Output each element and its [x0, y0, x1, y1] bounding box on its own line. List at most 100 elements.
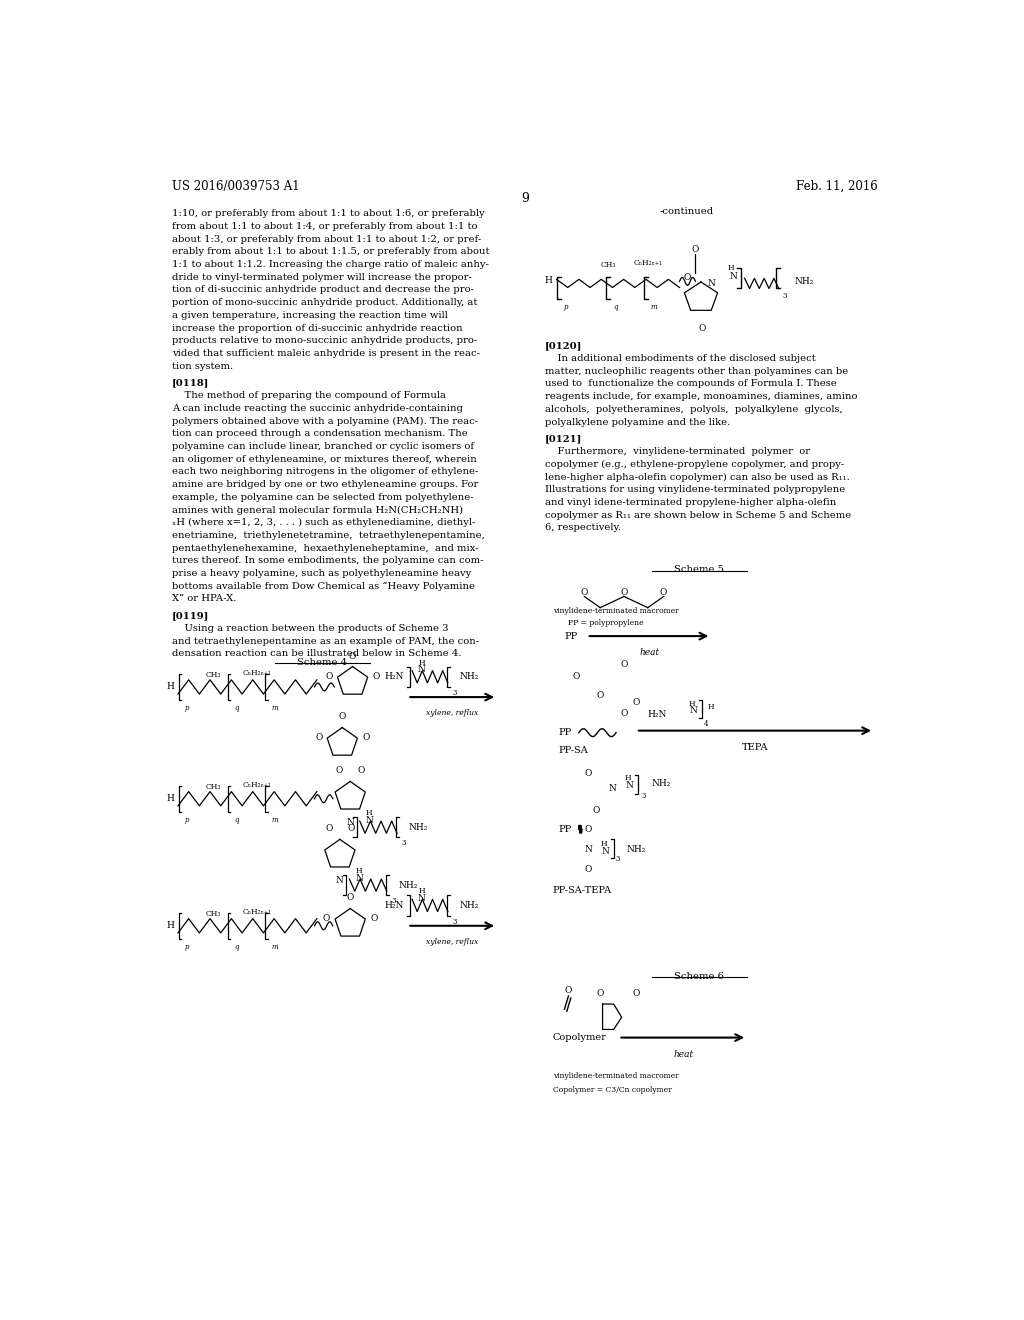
Text: xylene, reflux: xylene, reflux — [426, 709, 478, 717]
Text: CH₃: CH₃ — [206, 671, 221, 678]
Text: O: O — [632, 990, 640, 998]
Text: O: O — [621, 587, 628, 597]
Text: H₂N: H₂N — [385, 672, 404, 681]
Text: PP = polypropylene: PP = polypropylene — [568, 619, 644, 627]
Text: CₙH₂ₙ₊₁: CₙH₂ₙ₊₁ — [243, 908, 271, 916]
Text: reagents include, for example, monoamines, diamines, amino: reagents include, for example, monoamine… — [545, 392, 857, 401]
Text: H: H — [625, 775, 631, 783]
Text: PP-SA: PP-SA — [558, 747, 588, 755]
Text: dride to vinyl-terminated polymer will increase the propor-: dride to vinyl-terminated polymer will i… — [172, 273, 471, 281]
Text: 3: 3 — [783, 292, 787, 300]
Text: 1:1 to about 1:1.2. Increasing the charge ratio of maleic anhy-: 1:1 to about 1:1.2. Increasing the charg… — [172, 260, 488, 269]
Text: CH₃: CH₃ — [600, 261, 615, 269]
Text: pentaethylenehexamine,  hexaethyleneheptamine,  and mix-: pentaethylenehexamine, hexaethylenehepta… — [172, 544, 478, 553]
Text: 3: 3 — [615, 854, 620, 863]
Text: erably from about 1:1 to about 1:1.5, or preferably from about: erably from about 1:1 to about 1:1.5, or… — [172, 247, 489, 256]
Text: O: O — [325, 824, 333, 833]
Text: Feb. 11, 2016: Feb. 11, 2016 — [797, 180, 878, 193]
Text: O: O — [315, 733, 323, 742]
Text: US 2016/0039753 A1: US 2016/0039753 A1 — [172, 180, 299, 193]
Text: [0118]: [0118] — [172, 379, 209, 388]
Text: 9: 9 — [521, 191, 528, 205]
Text: p: p — [185, 704, 189, 713]
Text: polymers obtained above with a polyamine (PAM). The reac-: polymers obtained above with a polyamine… — [172, 417, 478, 425]
Text: heat: heat — [674, 1049, 693, 1059]
Text: CₙH₂ₙ₊₁: CₙH₂ₙ₊₁ — [633, 259, 663, 267]
Text: polyalkylene polyamine and the like.: polyalkylene polyamine and the like. — [545, 417, 730, 426]
Text: O: O — [593, 807, 600, 816]
Text: H: H — [728, 264, 734, 272]
Text: In additional embodiments of the disclosed subject: In additional embodiments of the disclos… — [545, 354, 815, 363]
Text: O: O — [683, 273, 690, 281]
Text: H: H — [708, 704, 715, 711]
Text: O: O — [632, 698, 640, 706]
Text: NH₂: NH₂ — [652, 779, 671, 788]
Text: PP: PP — [558, 729, 571, 737]
Text: tion system.: tion system. — [172, 362, 232, 371]
Text: O: O — [565, 986, 572, 995]
Text: NH₂: NH₂ — [460, 672, 479, 681]
Text: m: m — [271, 704, 279, 713]
Text: [0120]: [0120] — [545, 342, 582, 350]
Text: 3: 3 — [453, 917, 457, 925]
Text: m: m — [271, 942, 279, 952]
Text: vinylidene-terminated macromer: vinylidene-terminated macromer — [553, 607, 678, 615]
Text: H: H — [366, 809, 373, 817]
Text: O: O — [597, 690, 604, 700]
Text: N: N — [602, 847, 609, 857]
Text: O: O — [585, 866, 592, 874]
Text: CH₃: CH₃ — [206, 909, 221, 917]
Text: N: N — [585, 845, 592, 854]
Text: p: p — [564, 302, 568, 310]
Text: 3: 3 — [391, 898, 396, 906]
Text: p: p — [185, 942, 189, 952]
Text: q: q — [234, 942, 239, 952]
Text: O: O — [346, 894, 354, 903]
Text: Scheme 6: Scheme 6 — [675, 972, 724, 981]
Text: Using a reaction between the products of Scheme 3: Using a reaction between the products of… — [172, 624, 449, 632]
Text: Scheme 4: Scheme 4 — [297, 659, 347, 668]
Text: tion of di-succinic anhydride product and decrease the pro-: tion of di-succinic anhydride product an… — [172, 285, 474, 294]
Text: CₙH₂ₙ₊₁: CₙH₂ₙ₊₁ — [243, 780, 271, 788]
Text: amines with general molecular formula H₂N(CH₂CH₂NH): amines with general molecular formula H₂… — [172, 506, 463, 515]
Text: copolymer as R₁₁ are shown below in Scheme 5 and Scheme: copolymer as R₁₁ are shown below in Sche… — [545, 511, 851, 520]
Text: Furthermore,  vinylidene-terminated  polymer  or: Furthermore, vinylidene-terminated polym… — [545, 447, 810, 455]
Text: q: q — [234, 816, 239, 824]
Text: O: O — [597, 990, 604, 998]
Text: [0121]: [0121] — [545, 434, 582, 444]
Text: N: N — [626, 781, 634, 789]
Text: N: N — [336, 876, 344, 884]
Text: q: q — [234, 704, 239, 713]
Text: O: O — [698, 323, 707, 333]
Text: 3: 3 — [453, 689, 457, 697]
Text: H: H — [688, 700, 694, 709]
Text: N: N — [366, 816, 373, 825]
Text: each two neighboring nitrogens in the oligomer of ethylene-: each two neighboring nitrogens in the ol… — [172, 467, 478, 477]
Text: NH₂: NH₂ — [409, 822, 428, 832]
Text: O: O — [370, 915, 378, 923]
Text: Copolymer = C3/Cn copolymer: Copolymer = C3/Cn copolymer — [553, 1086, 672, 1094]
Text: densation reaction can be illustrated below in Scheme 4.: densation reaction can be illustrated be… — [172, 649, 461, 659]
Text: 4: 4 — [705, 721, 709, 729]
Text: and vinyl idene-terminated propylene-higher alpha-olefin: and vinyl idene-terminated propylene-hig… — [545, 498, 836, 507]
Text: m: m — [271, 816, 279, 824]
Text: 6, respectively.: 6, respectively. — [545, 523, 621, 532]
Text: a given temperature, increasing the reaction time will: a given temperature, increasing the reac… — [172, 310, 447, 319]
Text: H: H — [419, 659, 425, 667]
Text: N: N — [418, 894, 426, 903]
Text: H: H — [419, 887, 425, 895]
Text: A can include reacting the succinic anhydride-containing: A can include reacting the succinic anhy… — [172, 404, 463, 413]
Text: O: O — [347, 824, 354, 833]
Text: O: O — [581, 587, 588, 597]
Text: N: N — [608, 784, 616, 793]
Text: vided that sufficient maleic anhydride is present in the reac-: vided that sufficient maleic anhydride i… — [172, 348, 479, 358]
Text: NH₂: NH₂ — [627, 845, 646, 854]
Text: O: O — [326, 672, 333, 681]
Text: TEPA: TEPA — [741, 743, 768, 752]
Text: example, the polyamine can be selected from polyethylene-: example, the polyamine can be selected f… — [172, 492, 473, 502]
Text: PP: PP — [564, 631, 578, 640]
Text: heat: heat — [639, 648, 659, 657]
Text: bottoms available from Dow Chemical as “Heavy Polyamine: bottoms available from Dow Chemical as “… — [172, 582, 475, 591]
Text: H₂N: H₂N — [648, 710, 668, 719]
Text: H: H — [601, 841, 607, 849]
